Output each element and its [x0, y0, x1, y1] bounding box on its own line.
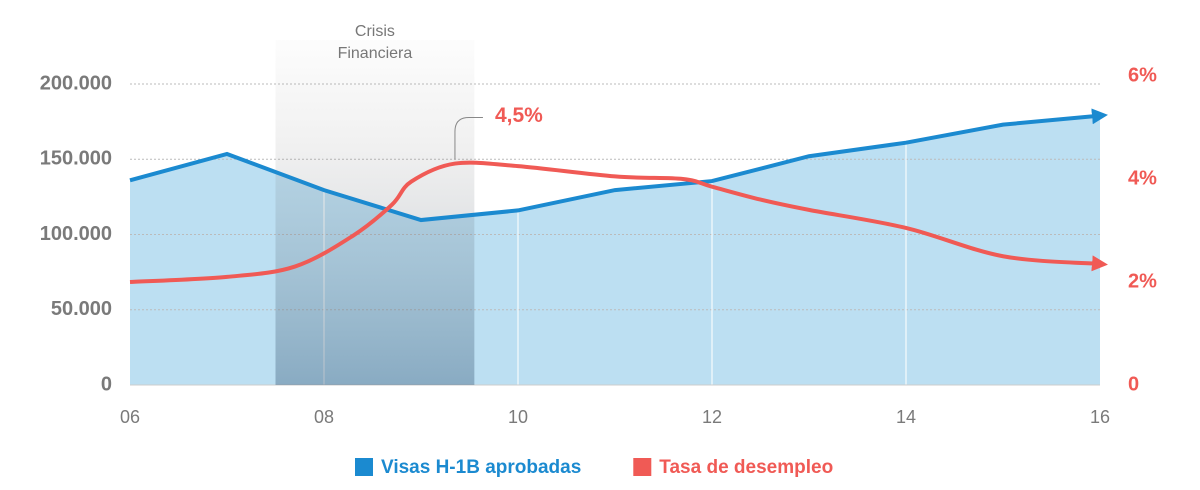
y2-tick-label: 0 — [1128, 373, 1139, 395]
x-tick-label: 06 — [120, 407, 140, 427]
crisis-label: Financiera — [338, 45, 413, 62]
x-tick-label: 16 — [1090, 407, 1110, 427]
x-tick-label: 14 — [896, 407, 916, 427]
series-line — [129, 108, 1108, 223]
y-tick-label: 50.000 — [51, 298, 112, 320]
x-tick-label: 10 — [508, 407, 528, 427]
crisis-band — [275, 40, 475, 385]
annotation-leader — [454, 117, 483, 160]
y-tick-label: 0 — [101, 373, 112, 395]
y-tick-label: 200.000 — [40, 72, 112, 94]
y2-tick-label: 4% — [1128, 167, 1157, 189]
y-tick-label: 100.000 — [40, 223, 112, 245]
y-tick-label: 150.000 — [40, 148, 112, 170]
legend-label: Visas H-1B aprobadas — [381, 457, 581, 478]
annotation: 4,5% — [495, 104, 543, 127]
legend-swatch — [355, 458, 373, 476]
legend-label: Tasa de desempleo — [659, 457, 833, 478]
y2-tick-label: 6% — [1128, 64, 1157, 86]
legend-swatch — [633, 458, 652, 476]
x-tick-label: 08 — [314, 407, 334, 427]
y2-tick-label: 2% — [1128, 270, 1157, 292]
crisis-label: Crisis — [355, 23, 395, 40]
series-line — [129, 160, 1108, 284]
x-tick-label: 12 — [702, 407, 722, 427]
